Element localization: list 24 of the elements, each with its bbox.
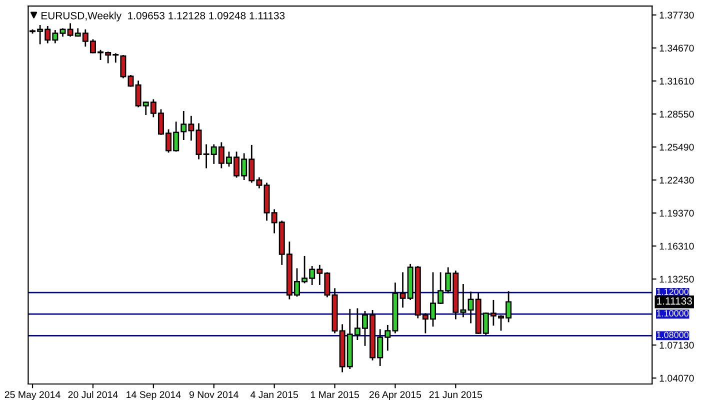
x-tick-label: 4 Jan 2015 <box>250 391 298 398</box>
x-tick-label: 1 Mar 2015 <box>310 391 359 398</box>
y-tick-label: 1.31610 <box>660 78 694 85</box>
y-tick-label: 1.13250 <box>660 276 694 283</box>
y-tick-label: 1.16310 <box>660 242 694 250</box>
y-tick-label: 1.04070 <box>660 374 694 382</box>
x-tick-label: 21 Jun 2015 <box>429 391 482 398</box>
x-tick-label: 20 Jul 2014 <box>68 390 118 398</box>
text: 1.11133 <box>657 297 692 305</box>
text: EURUSD,Weekly 1.09653 1.12128 1.09248 1.11133 <box>42 12 285 22</box>
ref-line-label: 1.10000 <box>656 310 689 317</box>
x-tick-label: 26 Apr 2015 <box>369 391 422 400</box>
y-tick-label: 1.07130 <box>660 342 694 349</box>
x-tick-label: 9 Nov 2014 <box>189 391 238 398</box>
y-tick-label: 1.22430 <box>660 176 694 184</box>
y-tick-label: 1.28550 <box>660 110 694 118</box>
y-tick-label: 1.34670 <box>660 44 694 52</box>
y-tick-label: 1.37730 <box>660 12 694 19</box>
x-tick-label: 25 May 2014 <box>4 391 60 400</box>
y-tick-label: 1.19370 <box>660 210 694 217</box>
ref-line-label: 1.08000 <box>656 332 689 338</box>
y-tick-label: 1.25490 <box>660 144 694 151</box>
ref-line-label: 1.12000 <box>656 288 689 295</box>
x-tick-label: 14 Sep 2014 <box>126 391 181 400</box>
